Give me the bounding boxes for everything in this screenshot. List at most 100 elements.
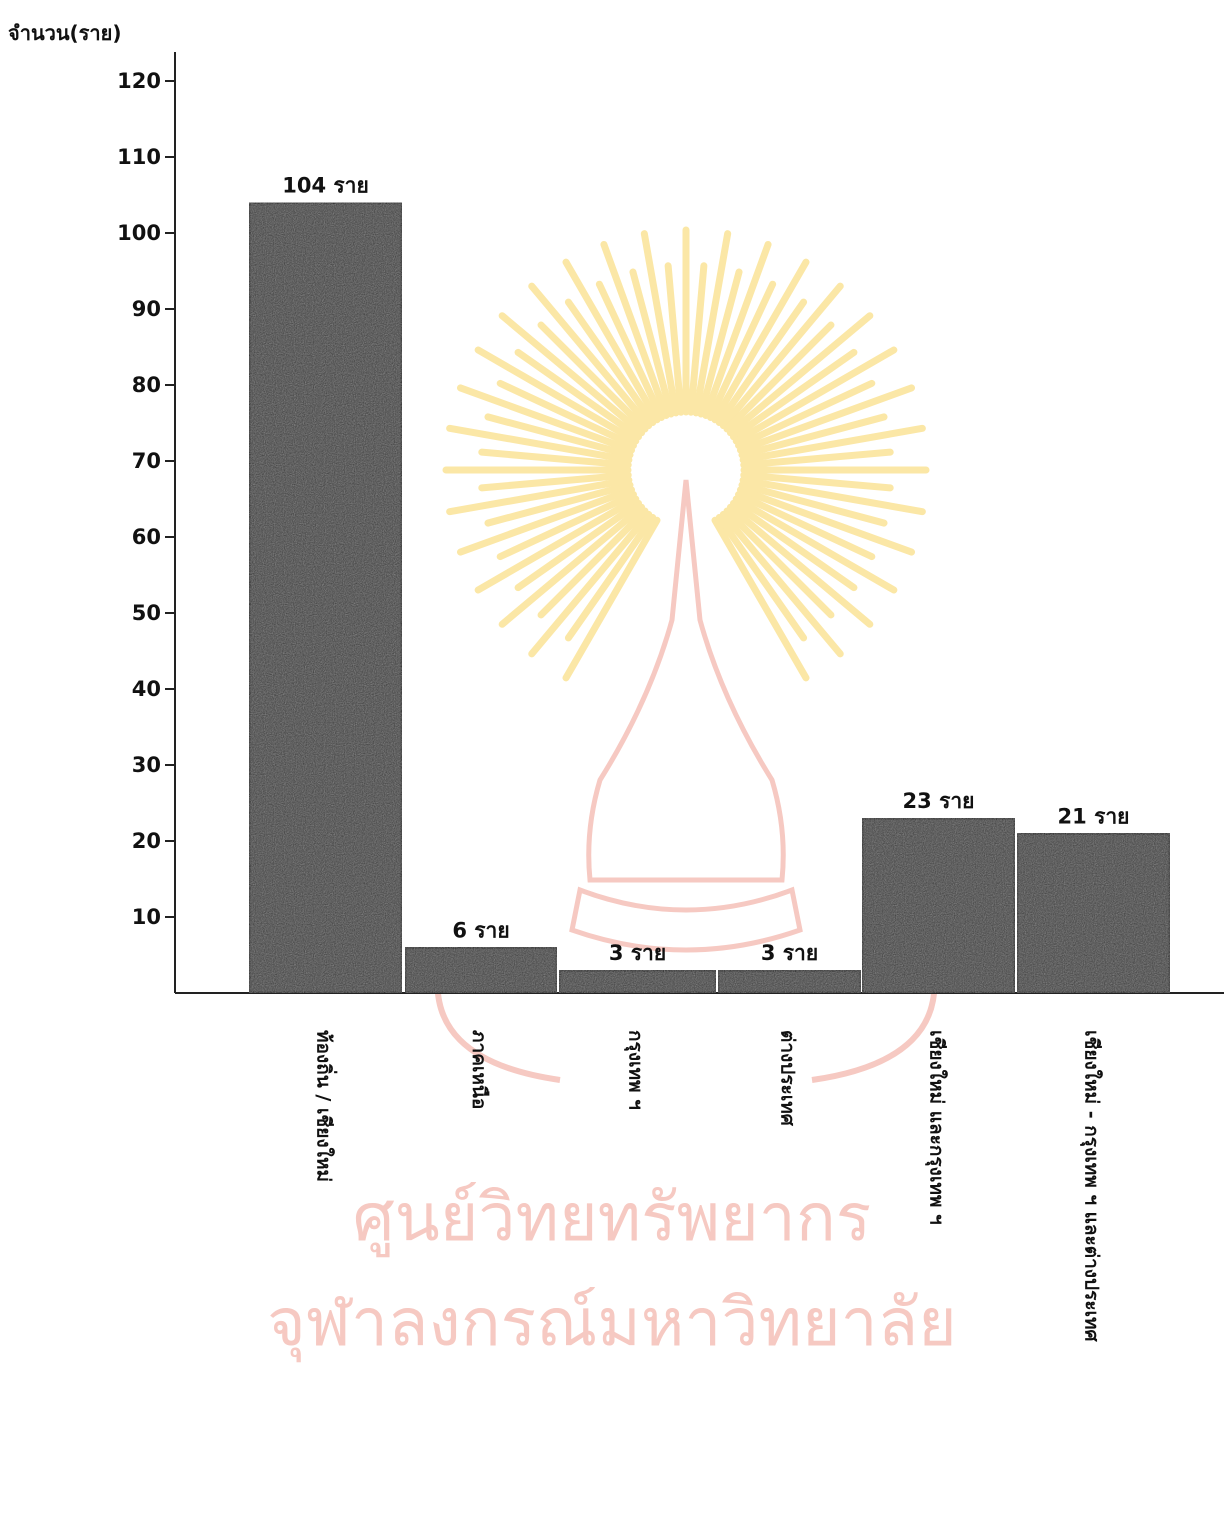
seal-ray — [664, 262, 685, 416]
seal-ray — [564, 514, 657, 642]
seal-ray — [726, 312, 874, 437]
seal-ray — [730, 348, 858, 441]
seal-ray — [723, 507, 835, 619]
seal-ray — [719, 510, 844, 658]
seal-ray — [735, 379, 876, 449]
seal-ray — [707, 280, 777, 421]
watermark-line-1: ศูนย์วิทยทรัพยากร — [353, 1179, 872, 1258]
seal-ray — [726, 503, 874, 628]
seal-ray — [737, 486, 916, 556]
category-label-0: ท้องถิ่น / เชียงใหม่ — [313, 1030, 338, 1182]
seal-ray — [697, 268, 743, 418]
seal-ray — [739, 424, 926, 464]
seal-ray — [715, 298, 808, 426]
seal-ray — [514, 348, 642, 441]
y-tick-label-10: 10 — [132, 905, 161, 929]
y-tick-label-90: 90 — [132, 297, 161, 321]
y-tick-label-50: 50 — [132, 601, 161, 625]
seal-ray — [478, 448, 632, 469]
y-tick-label-20: 20 — [132, 829, 161, 853]
seal-ray — [564, 298, 657, 426]
y-tick-label-110: 110 — [117, 145, 161, 169]
seal-ray — [732, 495, 898, 594]
y-axis-label: จำนวน(ราย) — [8, 21, 122, 45]
seal-ray — [498, 503, 646, 628]
seal-ray — [562, 258, 661, 424]
category-label-1: ภาคเหนือ — [468, 1030, 490, 1109]
y-tick-label-120: 120 — [117, 69, 161, 93]
bar-3 — [716, 968, 863, 995]
seal-ray — [496, 491, 637, 561]
seal-ray — [528, 510, 653, 658]
seal-ray — [723, 321, 835, 433]
seal-ray — [537, 321, 649, 433]
y-tick-label-60: 60 — [132, 525, 161, 549]
seal-ray — [478, 471, 632, 492]
seal-ray — [687, 262, 708, 416]
seal-ray — [498, 312, 646, 437]
seal-ray — [629, 268, 675, 418]
seal-ray — [719, 282, 844, 430]
y-tick-label-100: 100 — [117, 221, 161, 245]
data-label-4: 23 ราย — [903, 789, 975, 813]
bars — [247, 201, 1172, 995]
data-label-0: 104 ราย — [282, 174, 369, 198]
seal-base — [569, 886, 803, 953]
bar-5 — [1015, 831, 1172, 995]
category-label-2: กรุงเทพ ฯ — [624, 1030, 647, 1110]
seal-ray — [446, 424, 633, 464]
watermark-line-2: จุฬาลงกรณ์มหาวิทยาลัย — [267, 1284, 957, 1363]
category-label-4: เชียงใหม่ และกรุงเทพ ฯ — [925, 1030, 949, 1225]
seal-ray — [737, 384, 916, 454]
data-label-1: 6 ราย — [452, 918, 509, 942]
seal-ray — [740, 448, 894, 469]
y-tick-label-40: 40 — [132, 677, 161, 701]
y-tick-label-70: 70 — [132, 449, 161, 473]
data-label-5: 21 ราย — [1058, 804, 1130, 828]
seal-ray — [474, 495, 640, 594]
y-tick-label-30: 30 — [132, 753, 161, 777]
category-label-5: เชียงใหม่ - กรุงเทพ ฯ และต่างประเทศ — [1080, 1030, 1104, 1343]
seal-ray — [711, 516, 810, 682]
data-label-3: 3 ราย — [761, 941, 818, 965]
seal-ray — [496, 379, 637, 449]
seal-ray — [730, 499, 858, 592]
seal-ray — [732, 346, 898, 445]
data-label-2: 3 ราย — [609, 941, 666, 965]
seal-stupa — [586, 479, 786, 883]
category-labels: ท้องถิ่น / เชียงใหม่ ภาคเหนือ กรุงเทพ ฯ ต่า… — [313, 1030, 1104, 1343]
seal-ray — [738, 481, 888, 527]
seal-ray — [562, 516, 661, 682]
seal-ray — [484, 413, 634, 459]
bar-0 — [247, 201, 404, 995]
seal-ray — [514, 499, 642, 592]
seal-ray — [446, 476, 633, 516]
category-label-3: ต่างประเทศ — [777, 1030, 799, 1127]
data-labels: 104 ราย 6 ราย 3 ราย 3 ราย 23 ราย 21 ราย — [282, 174, 1129, 966]
y-axis-ticks: 10 20 30 40 50 60 70 80 90 100 110 120 — [117, 69, 175, 929]
seal-ray — [528, 282, 653, 430]
seal-ray — [740, 471, 894, 492]
seal-ray — [456, 486, 635, 556]
seal-ray — [595, 280, 665, 421]
y-tick-label-80: 80 — [132, 373, 161, 397]
bar-4 — [860, 816, 1017, 995]
seal-ray — [537, 507, 649, 619]
seal-ray — [702, 240, 772, 419]
seal-ray — [640, 230, 680, 417]
seal-ray — [735, 491, 876, 561]
seal-ray — [715, 514, 808, 642]
seal-ray — [711, 258, 810, 424]
bar-2 — [557, 968, 718, 995]
bar-1 — [403, 945, 559, 995]
seal-ray — [739, 476, 926, 516]
seal-ray — [456, 384, 635, 454]
seal-ray — [692, 230, 732, 417]
seal-ray — [474, 346, 640, 445]
watermark-seal-logo — [434, 226, 938, 1083]
seal-ray — [738, 413, 888, 459]
seal-ray — [600, 240, 670, 419]
seal-ray — [484, 481, 634, 527]
seal-center — [634, 418, 738, 522]
